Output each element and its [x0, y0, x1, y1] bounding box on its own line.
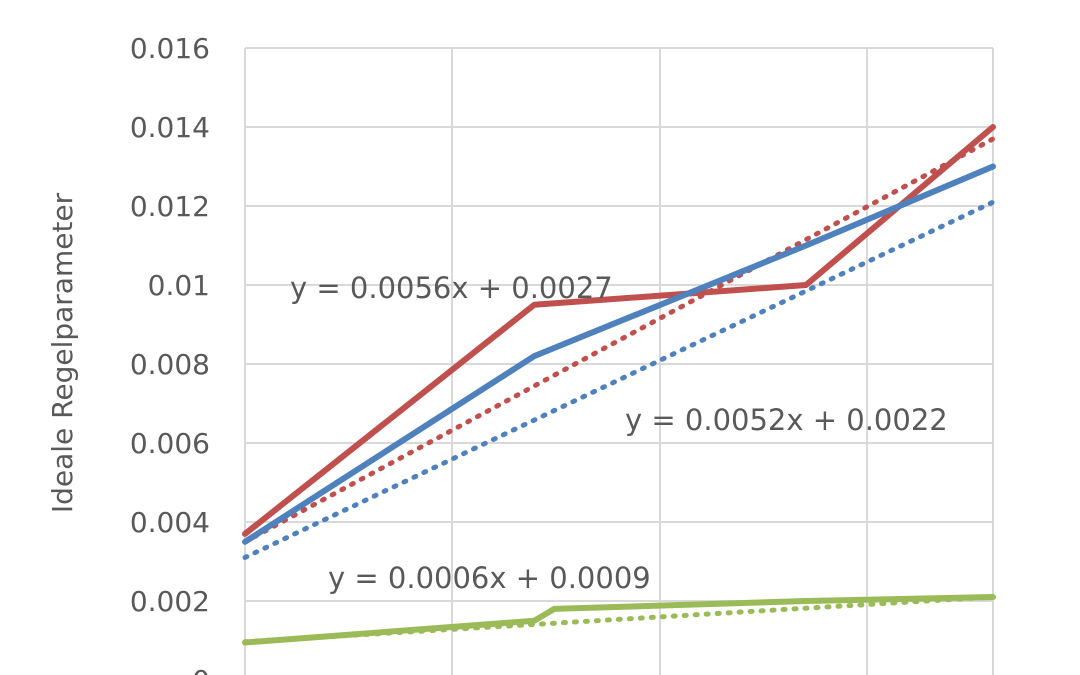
trendline-equation-red: y = 0.0056x + 0.0027	[290, 271, 613, 305]
gridlines	[244, 47, 994, 675]
y-tick-label: 0.014	[130, 111, 210, 144]
trendline-equation-blue: y = 0.0052x + 0.0022	[625, 403, 948, 437]
y-tick-label: 0	[192, 664, 210, 675]
series	[242, 124, 996, 646]
series-line-blue	[242, 163, 996, 545]
trendline-equation-green: y = 0.0006x + 0.0009	[328, 561, 651, 595]
trendline-equations: y = 0.0056x + 0.0027 y = 0.0052x + 0.002…	[290, 271, 948, 595]
trendline-red	[242, 136, 996, 545]
y-tick-label: 0.012	[130, 190, 210, 223]
y-tick-label: 0.002	[130, 585, 210, 618]
y-axis-tick-labels: 0 0.002 0.004 0.006 0.008 0.01 0.012 0.014 0.016	[130, 32, 210, 675]
y-tick-label: 0.016	[130, 32, 210, 65]
y-tick-label: 0.008	[130, 348, 210, 381]
series-line-green	[242, 594, 996, 646]
trendline-blue	[242, 199, 996, 560]
y-tick-label: 0.004	[130, 506, 210, 539]
y-tick-label: 0.01	[148, 269, 210, 302]
y-tick-label: 0.006	[130, 427, 210, 460]
trendline-green	[242, 594, 996, 645]
y-axis-title: Ideale Regelparameter	[46, 192, 79, 513]
